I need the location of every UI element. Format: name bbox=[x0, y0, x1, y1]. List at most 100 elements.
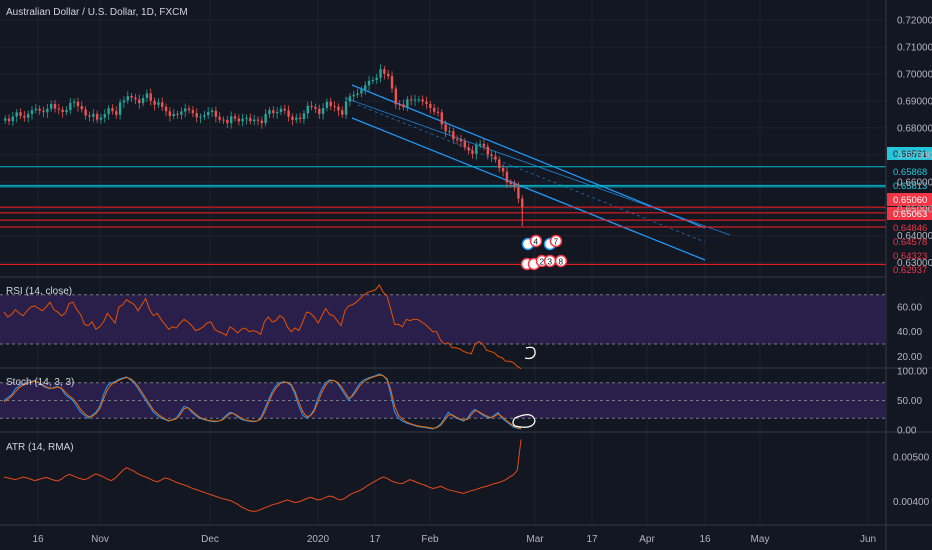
annotation-circle-stoch bbox=[512, 414, 536, 428]
candle-body bbox=[517, 187, 520, 199]
price-tick: 0.64000 bbox=[897, 231, 932, 242]
candle-body bbox=[7, 118, 11, 122]
candle-body bbox=[486, 146, 489, 155]
candle-body bbox=[298, 117, 302, 120]
level-tag-label: 0.65813 bbox=[893, 181, 927, 192]
chart-title: Australian Dollar / U.S. Dollar, 1D, FXC… bbox=[6, 7, 188, 18]
candle-body bbox=[398, 104, 401, 106]
level-tag bbox=[887, 207, 932, 220]
candle-body bbox=[448, 131, 451, 133]
candle-body bbox=[38, 108, 41, 111]
candle-body bbox=[394, 88, 398, 105]
candle-body bbox=[264, 113, 267, 124]
candle-body bbox=[210, 110, 214, 113]
atr-pane bbox=[3, 439, 522, 512]
candle-body bbox=[406, 99, 409, 108]
candle-body bbox=[360, 89, 363, 94]
candle-body bbox=[375, 77, 378, 80]
candle-body bbox=[256, 119, 260, 121]
level-tag-label: 0.65063 bbox=[893, 209, 927, 220]
marker-label: 3 bbox=[547, 256, 552, 266]
candle-body bbox=[302, 113, 306, 120]
candle-body bbox=[145, 93, 149, 99]
event-markers[interactable]: 4 72 3 8 bbox=[520, 234, 568, 271]
candle-body bbox=[111, 108, 114, 112]
time-axis: 16 Nov Dec 2020 17 Feb Mar 17 Apr 16 May Jun bbox=[32, 534, 876, 545]
candle-body bbox=[459, 139, 463, 142]
candle-body bbox=[505, 171, 509, 183]
marker-label: 2 bbox=[539, 256, 544, 266]
candle-body bbox=[72, 101, 76, 103]
level-tag-label: 0.65060 bbox=[893, 195, 927, 206]
level-tag-label: 0.62937 bbox=[893, 265, 927, 276]
price-tick: 0.66000 bbox=[897, 177, 932, 188]
candle-body bbox=[233, 116, 237, 119]
rsi-tick: 20.00 bbox=[897, 352, 922, 363]
candle-body bbox=[390, 76, 394, 89]
candle-body bbox=[61, 109, 64, 113]
candle-body bbox=[241, 118, 244, 122]
candle-body bbox=[463, 141, 466, 148]
level-tag-label: 0.64323 bbox=[893, 251, 927, 262]
candle-body bbox=[310, 105, 313, 107]
level-tag bbox=[887, 249, 932, 262]
candle-body bbox=[283, 108, 286, 111]
candle-body bbox=[494, 156, 497, 160]
candle-body bbox=[421, 99, 424, 102]
candle-body bbox=[314, 106, 317, 109]
price-axes: 0.72000 0.71000 0.70000 0.69000 0.68000 0.670… bbox=[893, 16, 932, 508]
candles bbox=[4, 64, 524, 227]
stoch-tick: 50.00 bbox=[897, 396, 922, 407]
candle-body bbox=[26, 113, 30, 118]
stoch-tick: 100.00 bbox=[897, 367, 928, 378]
candle-body bbox=[42, 110, 45, 113]
candle-body bbox=[352, 94, 355, 97]
candle-body bbox=[498, 159, 501, 169]
candle-body bbox=[402, 104, 405, 108]
rsi-band bbox=[0, 294, 886, 345]
horizontal-levels[interactable]: 0.66561 0.65868 0.65813 0.65060 0.65063 0.648… bbox=[0, 147, 932, 276]
candle-body bbox=[164, 106, 168, 112]
time-tick: 16 bbox=[32, 534, 44, 545]
candle-body bbox=[214, 110, 218, 117]
time-tick: 17 bbox=[586, 534, 598, 545]
candle-body bbox=[387, 73, 390, 77]
candle-body bbox=[103, 114, 106, 118]
level-tag bbox=[887, 179, 932, 192]
time-tick: 2020 bbox=[307, 534, 330, 545]
candle-body bbox=[153, 100, 156, 105]
time-tick: May bbox=[751, 534, 770, 545]
candle-body bbox=[513, 183, 516, 188]
candle-body bbox=[364, 85, 367, 90]
candle-body bbox=[195, 113, 198, 118]
candle-body bbox=[172, 113, 175, 117]
candle-body bbox=[168, 111, 172, 117]
marker-icon bbox=[554, 254, 568, 268]
time-tick: Dec bbox=[201, 534, 219, 545]
candle-body bbox=[245, 117, 248, 119]
level-tag bbox=[887, 221, 932, 234]
atr-tick: 0.00400 bbox=[893, 497, 930, 508]
candle-body bbox=[34, 108, 38, 111]
candle-body bbox=[318, 108, 321, 114]
level-tag bbox=[887, 235, 932, 248]
stoch-tick: 0.00 bbox=[897, 426, 917, 437]
candle-body bbox=[69, 102, 72, 111]
candle-body bbox=[149, 93, 152, 101]
candle-body bbox=[367, 80, 371, 86]
candle-body bbox=[341, 110, 344, 115]
candle-body bbox=[306, 105, 309, 114]
time-tick: Apr bbox=[639, 534, 655, 545]
atr-label: ATR (14, RMA) bbox=[6, 442, 74, 453]
candle-body bbox=[84, 109, 87, 116]
trend-channel[interactable] bbox=[344, 84, 731, 261]
candle-body bbox=[413, 99, 417, 101]
candle-body bbox=[337, 106, 340, 111]
candle-body bbox=[417, 99, 421, 101]
candle-body bbox=[455, 139, 459, 141]
level-tag bbox=[887, 147, 932, 160]
rsi-line bbox=[3, 284, 522, 370]
candle-body bbox=[275, 112, 279, 114]
